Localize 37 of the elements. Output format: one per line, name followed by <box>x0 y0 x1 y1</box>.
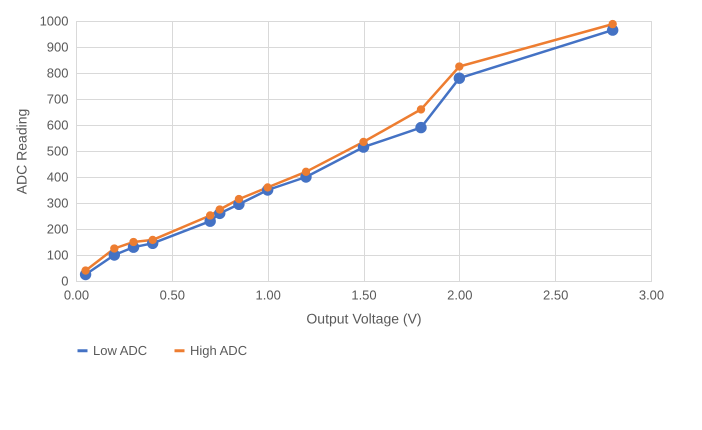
x-tick-label: 0.50 <box>160 288 185 302</box>
x-tick-label: 0.00 <box>64 288 90 302</box>
point <box>415 122 427 134</box>
x-tick-label: 1.50 <box>351 288 377 302</box>
legend-label: Low ADC <box>93 342 148 358</box>
y-tick-label: 700 <box>46 92 68 106</box>
y-tick-label: 600 <box>46 118 68 132</box>
y-tick-label: 100 <box>46 248 68 262</box>
y-tick-label: 500 <box>46 144 68 158</box>
point <box>216 205 224 214</box>
y-tick-label: 200 <box>46 222 68 236</box>
y-tick-label: 800 <box>46 66 68 80</box>
x-tick-label: 3.00 <box>638 288 664 302</box>
y-axis-title: ADC Reading <box>14 108 30 194</box>
x-tick-label: 1.00 <box>256 288 281 302</box>
x-tick-label: 2.50 <box>543 288 568 302</box>
point <box>359 138 368 146</box>
x-axis-title: Output Voltage (V) <box>306 310 422 326</box>
point <box>263 183 272 192</box>
y-tick-label: 0 <box>61 274 68 288</box>
point <box>454 72 466 84</box>
point <box>455 62 464 71</box>
point <box>234 194 244 204</box>
point <box>148 236 157 244</box>
point <box>206 211 214 220</box>
y-tick-label: 1000 <box>40 14 68 28</box>
x-tick-label: 2.00 <box>447 288 472 302</box>
legend-label: High ADC <box>190 342 248 358</box>
point <box>302 168 310 176</box>
point <box>129 238 138 246</box>
point <box>608 20 617 28</box>
point <box>110 244 119 253</box>
y-tick-label: 300 <box>46 196 68 210</box>
y-tick-label: 900 <box>46 40 68 54</box>
point <box>416 105 426 114</box>
y-tick-label: 400 <box>46 170 68 184</box>
point <box>81 266 90 275</box>
